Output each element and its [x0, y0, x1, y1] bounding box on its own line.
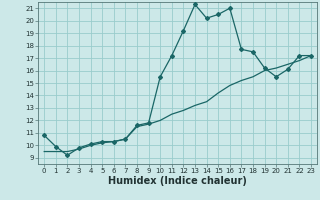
X-axis label: Humidex (Indice chaleur): Humidex (Indice chaleur): [108, 176, 247, 186]
